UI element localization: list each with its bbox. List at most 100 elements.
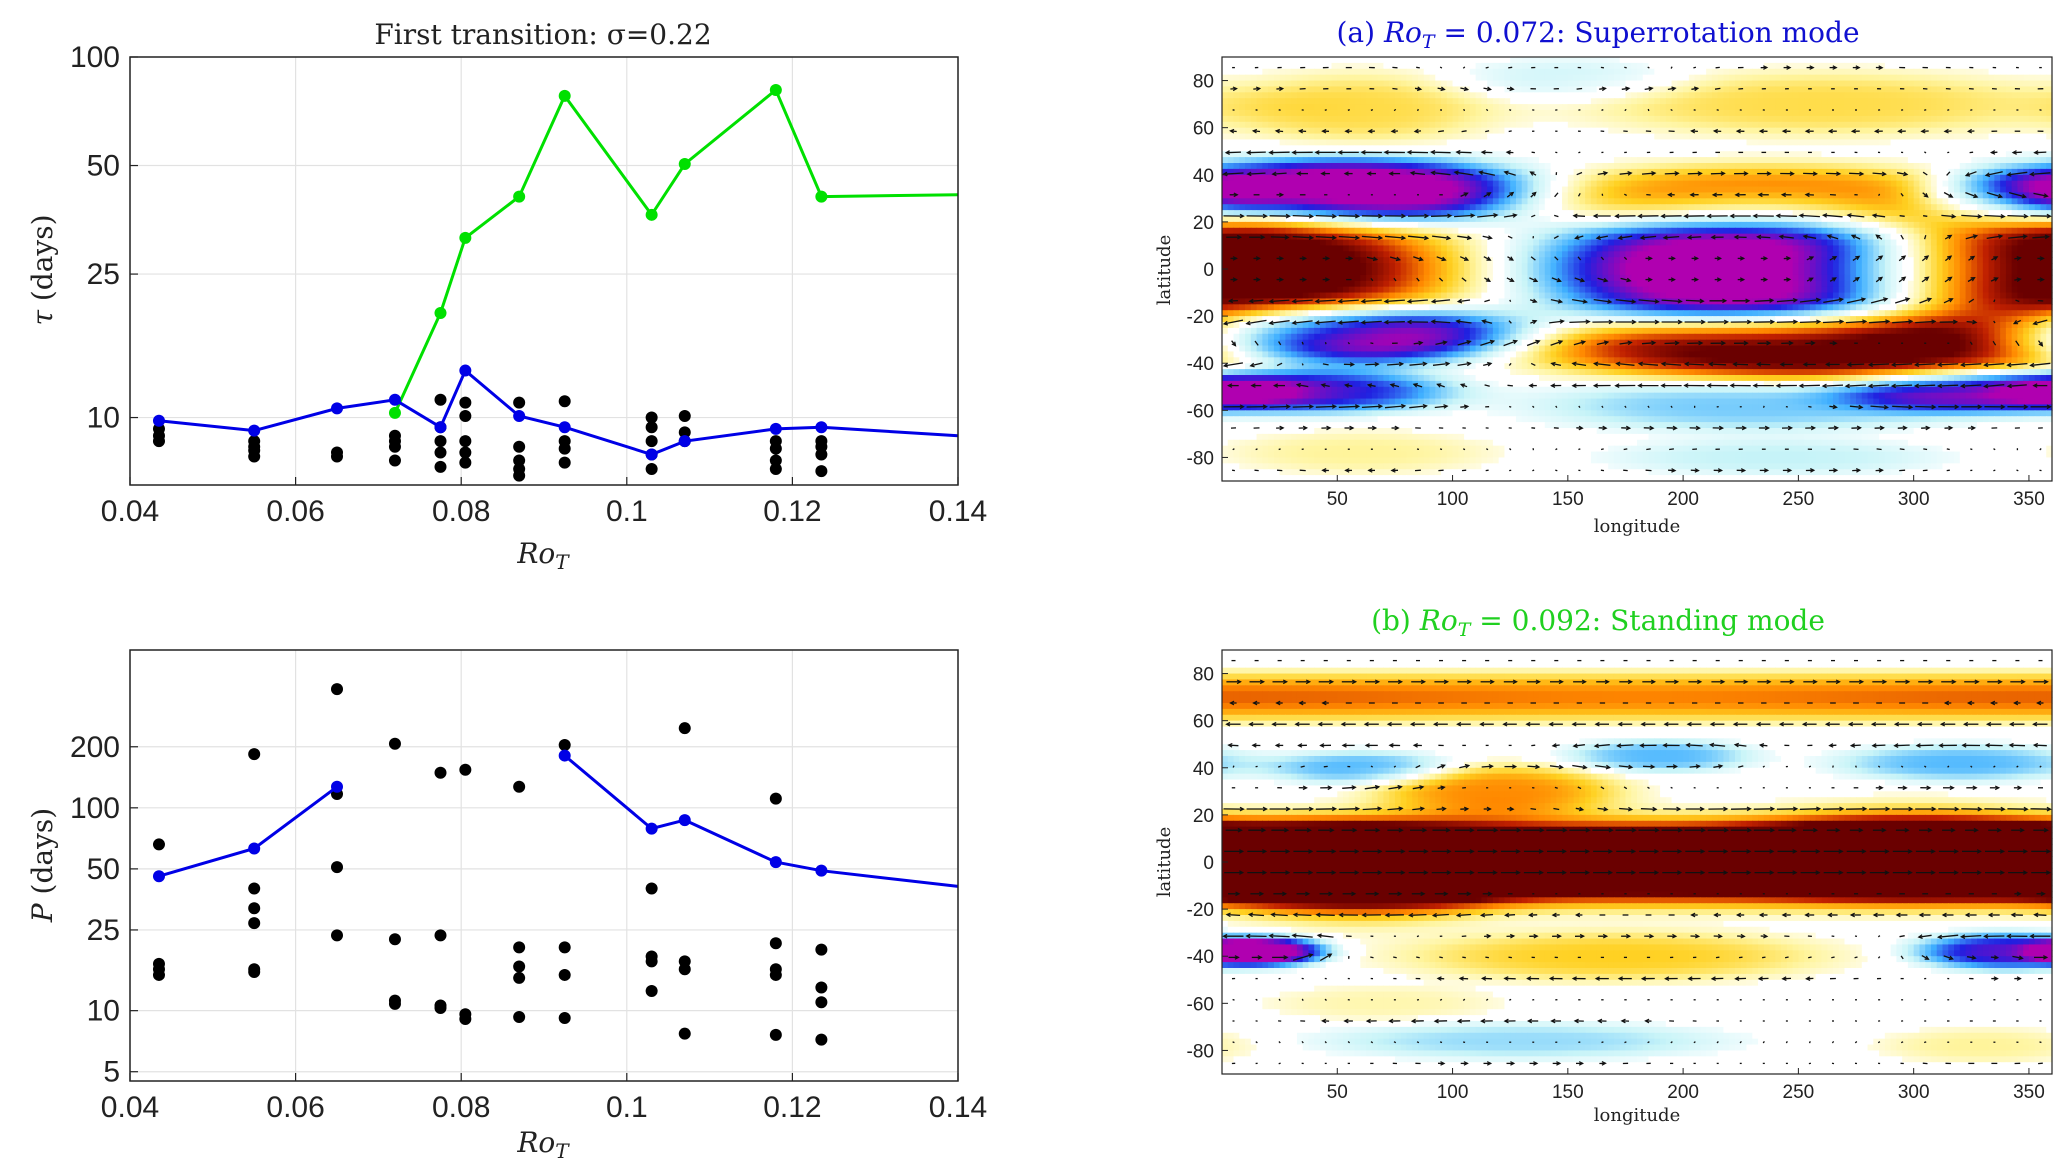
- map-a-field-cell: [1556, 222, 1562, 228]
- map-a-field-cell: [1574, 181, 1580, 187]
- map-a-field-cell: [1614, 181, 1620, 187]
- map-a-field-cell: [2012, 240, 2018, 246]
- map-a-field-cell: [1228, 187, 1234, 193]
- map-a-field-cell: [1332, 128, 1338, 134]
- map-a-field-cell: [1983, 104, 1989, 110]
- map-a-field-cell: [1660, 116, 1666, 122]
- map-a-field-cell: [2029, 69, 2035, 75]
- period-scatter-point: [770, 1029, 782, 1041]
- map-a-field-cell: [2006, 240, 2012, 246]
- map-a-field-cell: [1885, 157, 1891, 163]
- map-a-field-cell: [1337, 157, 1343, 163]
- map-a-field-cell: [1625, 116, 1631, 122]
- map-a-field-cell: [1810, 75, 1816, 81]
- map-a-field-cell: [1942, 204, 1948, 210]
- map-a-field-cell: [1758, 204, 1764, 210]
- map-a-field-cell: [1723, 216, 1729, 222]
- map-a-field-cell: [1447, 110, 1453, 116]
- map-a-field-cell: [1314, 75, 1320, 81]
- map-a-field-cell: [1850, 192, 1856, 198]
- map-a-field-cell: [1677, 128, 1683, 134]
- map-a-field-cell: [1948, 104, 1954, 110]
- map-a-field-cell: [1989, 157, 1995, 163]
- map-a-field-cell: [1902, 187, 1908, 193]
- map-a-field-cell: [1931, 210, 1937, 216]
- map-a-field-cell: [1372, 187, 1378, 193]
- map-a-field-cell: [1758, 163, 1764, 169]
- map-a-field-cell: [1637, 151, 1643, 157]
- map-a-field-cell: [1222, 251, 1228, 257]
- map-a-field-cell: [1251, 63, 1257, 69]
- map-a-field-cell: [1366, 240, 1372, 246]
- map-a-field-cell: [1971, 63, 1977, 69]
- map-a-field-cell: [1966, 69, 1972, 75]
- map-a-field-cell: [1942, 63, 1948, 69]
- map-a-field-cell: [1447, 181, 1453, 187]
- map-a-field-cell: [1902, 116, 1908, 122]
- map-a-field-cell: [1770, 63, 1776, 69]
- map-a-field-cell: [1349, 198, 1355, 204]
- map-a-field-cell: [1977, 104, 1983, 110]
- map-a-field-cell: [1591, 116, 1597, 122]
- map-a-field-cell: [2000, 228, 2006, 234]
- map-a-field-cell: [1672, 122, 1678, 128]
- map-a-field-cell: [1833, 240, 1839, 246]
- map-a-field-cell: [1770, 222, 1776, 228]
- map-a-field-cell: [1476, 104, 1482, 110]
- map-a-field-cell: [1234, 145, 1240, 151]
- map-a-field-cell: [1856, 198, 1862, 204]
- map-a-field-cell: [2040, 145, 2046, 151]
- map-a-field-cell: [1810, 81, 1816, 87]
- map-a-field-cell: [1649, 122, 1655, 128]
- map-a-field-cell: [1551, 98, 1557, 104]
- map-a-field-cell: [1983, 128, 1989, 134]
- map-a-field-cell: [1643, 116, 1649, 122]
- map-a-field-cell: [1366, 181, 1372, 187]
- map-a-field-cell: [1504, 175, 1510, 181]
- map-a-field-cell: [1239, 92, 1245, 98]
- map-a-field-cell: [2000, 75, 2006, 81]
- map-a-field-cell: [1585, 104, 1591, 110]
- map-a-field-cell: [1297, 198, 1303, 204]
- period-scatter-point: [770, 969, 782, 981]
- map-a-field-cell: [1378, 57, 1384, 63]
- map-a-field-cell: [1533, 134, 1539, 140]
- map-a-field-cell: [1360, 198, 1366, 204]
- map-a-field-cell: [1989, 228, 1995, 234]
- map-a-field-cell: [1464, 181, 1470, 187]
- map-a-field-cell: [1729, 104, 1735, 110]
- map-a-field-cell: [1775, 145, 1781, 151]
- map-a-field-cell: [1332, 145, 1338, 151]
- map-a-field-cell: [1568, 163, 1574, 169]
- map-a-field-cell: [1833, 163, 1839, 169]
- map-a-field-cell: [1343, 228, 1349, 234]
- map-a-field-cell: [2017, 187, 2023, 193]
- map-a-field-cell: [1758, 92, 1764, 98]
- tau-scatter-point: [389, 455, 401, 467]
- map-a-field-cell: [1758, 245, 1764, 251]
- map-a-field-cell: [1700, 92, 1706, 98]
- map-a-field-cell: [1689, 163, 1695, 169]
- map-a-field-cell: [1591, 240, 1597, 246]
- map-a-field-cell: [2040, 98, 2046, 104]
- map-a-field-cell: [1620, 157, 1626, 163]
- map-a-field-cell: [1447, 245, 1453, 251]
- map-a-field-cell: [1458, 122, 1464, 128]
- map-a-field-cell: [1914, 163, 1920, 169]
- map-a-field-cell: [1424, 204, 1430, 210]
- map-a-field-cell: [1539, 92, 1545, 98]
- map-a-field-cell: [1787, 204, 1793, 210]
- map-a-field-cell: [1499, 240, 1505, 246]
- map-a-field-cell: [1758, 181, 1764, 187]
- tau-series-point-1: [389, 394, 401, 406]
- map-a-field-cell: [2012, 75, 2018, 81]
- map-a-field-cell: [1948, 175, 1954, 181]
- map-a-field-cell: [1625, 175, 1631, 181]
- map-a-field-cell: [1908, 145, 1914, 151]
- map-a-field-cell: [1770, 216, 1776, 222]
- map-a-field-cell: [1977, 245, 1983, 251]
- map-a-field-cell: [1948, 187, 1954, 193]
- map-a-field-cell: [1637, 75, 1643, 81]
- map-a-field-cell: [1476, 116, 1482, 122]
- map-a-field-cell: [1764, 92, 1770, 98]
